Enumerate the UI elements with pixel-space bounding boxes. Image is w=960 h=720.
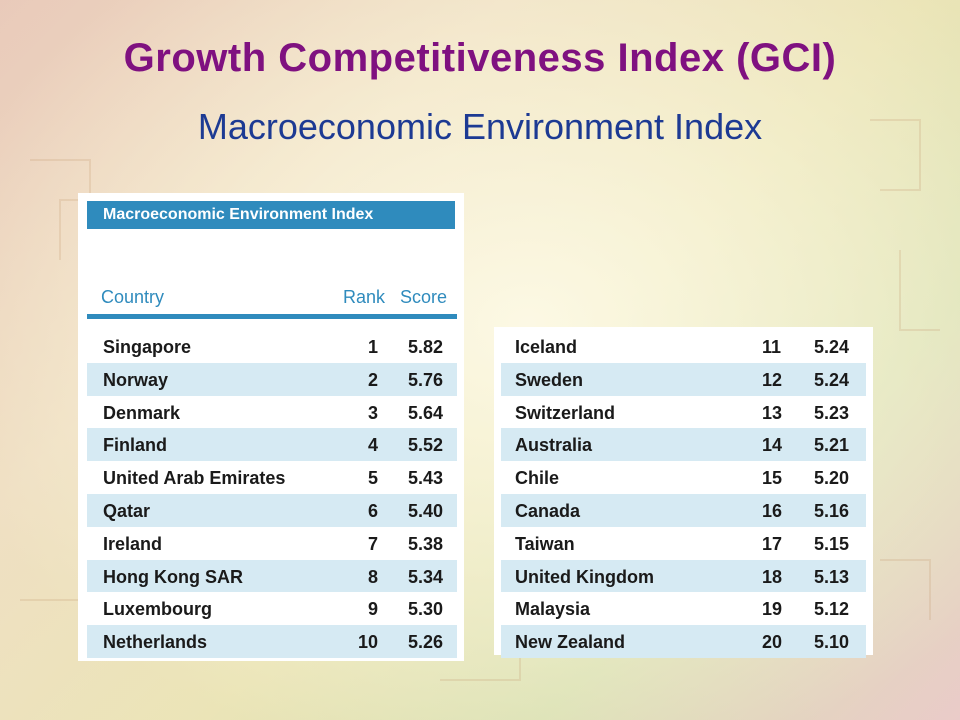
country-cell: Taiwan xyxy=(515,533,575,554)
score-cell: 5.52 xyxy=(408,435,444,456)
score-cell: 5.10 xyxy=(814,632,850,653)
column-headers: Country Rank Score xyxy=(87,283,457,311)
rank-cell: 6 xyxy=(368,500,379,521)
header-divider xyxy=(87,314,457,319)
table-row: Taiwan 17 5.15 xyxy=(501,527,866,560)
rank-cell: 8 xyxy=(368,566,379,587)
country-cell: Hong Kong SAR xyxy=(103,566,243,587)
table-row: Malaysia 19 5.12 xyxy=(501,592,866,625)
country-cell: Chile xyxy=(515,468,560,489)
slide-title: Growth Competitiveness Index (GCI) xyxy=(123,36,837,80)
rank-cell: 13 xyxy=(762,402,783,423)
rank-table-left: Macroeconomic Environment Index Country … xyxy=(78,193,464,661)
score-cell: 5.15 xyxy=(814,533,850,554)
table-row: Iceland 11 5.24 xyxy=(501,330,866,363)
country-cell: Norway xyxy=(103,369,169,390)
score-cell: 5.21 xyxy=(814,435,850,456)
column-header-country: Country xyxy=(101,287,165,307)
score-cell: 5.64 xyxy=(408,402,444,423)
country-cell: Sweden xyxy=(515,369,584,390)
table-rows-right: Iceland 11 5.24 Sweden 12 5.24 Switzerla… xyxy=(501,330,866,658)
rank-cell: 11 xyxy=(762,337,782,357)
rank-cell: 19 xyxy=(762,599,783,620)
country-cell: Iceland xyxy=(515,337,578,357)
country-cell: Denmark xyxy=(103,402,181,423)
rank-cell: 15 xyxy=(762,468,783,489)
score-cell: 5.43 xyxy=(408,468,444,489)
score-cell: 5.24 xyxy=(814,337,850,357)
rank-cell: 1 xyxy=(368,337,379,357)
rank-cell: 10 xyxy=(358,632,379,653)
score-cell: 5.26 xyxy=(408,632,444,653)
country-cell: Netherlands xyxy=(103,632,208,653)
table-header: Macroeconomic Environment Index xyxy=(87,201,455,229)
country-cell: Malaysia xyxy=(515,599,591,620)
table-row: Canada 16 5.16 xyxy=(501,493,866,527)
score-cell: 5.12 xyxy=(814,599,850,620)
table-row: Switzerland 13 5.23 xyxy=(501,396,866,429)
rank-cell: 14 xyxy=(762,435,783,456)
rank-cell: 16 xyxy=(762,500,783,521)
table-row: Hong Kong SAR 8 5.34 xyxy=(87,559,457,593)
country-cell: Switzerland xyxy=(515,402,616,423)
score-cell: 5.30 xyxy=(408,599,444,620)
table-row: Netherlands 10 5.26 xyxy=(87,625,457,658)
table-row: United Arab Emirates 5 5.43 xyxy=(87,461,457,494)
country-cell: United Arab Emirates xyxy=(103,468,286,489)
score-cell: 5.34 xyxy=(408,566,444,587)
table-row: Luxembourg 9 5.30 xyxy=(87,592,457,625)
rank-cell: 7 xyxy=(368,533,379,554)
country-cell: Luxembourg xyxy=(103,599,213,620)
table-row: Qatar 6 5.40 xyxy=(87,493,457,527)
table-row: Singapore 1 5.82 xyxy=(87,330,457,363)
country-cell: Ireland xyxy=(103,533,163,554)
rank-cell: 5 xyxy=(368,468,379,489)
table-row: Sweden 12 5.24 xyxy=(501,362,866,396)
score-cell: 5.23 xyxy=(814,402,850,423)
column-header-rank: Rank xyxy=(343,287,386,307)
table-row: Finland 4 5.52 xyxy=(87,428,457,462)
country-cell: United Kingdom xyxy=(515,566,654,587)
rank-cell: 12 xyxy=(762,369,783,390)
score-cell: 5.24 xyxy=(814,369,850,390)
table-row: Australia 14 5.21 xyxy=(501,428,866,462)
score-cell: 5.76 xyxy=(408,369,444,390)
table-row: United Kingdom 18 5.13 xyxy=(501,559,866,593)
rank-cell: 18 xyxy=(762,566,783,587)
score-cell: 5.20 xyxy=(814,468,850,489)
table-row: Ireland 7 5.38 xyxy=(87,527,457,560)
table-rows-left: Singapore 1 5.82 Norway 2 5.76 Denmark 3… xyxy=(87,330,457,658)
rank-cell: 4 xyxy=(368,435,379,456)
country-cell: Finland xyxy=(103,435,167,456)
country-cell: New Zealand xyxy=(515,632,626,653)
score-cell: 5.38 xyxy=(408,533,444,554)
country-cell: Canada xyxy=(515,500,581,521)
rank-cell: 9 xyxy=(368,599,379,620)
score-cell: 5.13 xyxy=(814,566,850,587)
rank-cell: 3 xyxy=(368,402,379,423)
rank-cell: 2 xyxy=(368,369,379,390)
rank-cell: 20 xyxy=(762,632,783,653)
country-cell: Singapore xyxy=(103,337,192,357)
country-cell: Australia xyxy=(515,435,593,456)
table-row: Norway 2 5.76 xyxy=(87,362,457,396)
table-row: Denmark 3 5.64 xyxy=(87,396,457,429)
rank-table-right: Iceland 11 5.24 Sweden 12 5.24 Switzerla… xyxy=(494,327,873,658)
country-cell: Qatar xyxy=(103,500,151,521)
score-cell: 5.40 xyxy=(408,500,444,521)
score-cell: 5.16 xyxy=(814,500,850,521)
column-header-score: Score xyxy=(400,287,448,307)
table-row: New Zealand 20 5.10 xyxy=(501,625,866,658)
rank-cell: 17 xyxy=(762,533,783,554)
table-row: Chile 15 5.20 xyxy=(501,461,866,494)
slide-subtitle: Macroeconomic Environment Index xyxy=(197,106,763,147)
score-cell: 5.82 xyxy=(408,337,444,357)
